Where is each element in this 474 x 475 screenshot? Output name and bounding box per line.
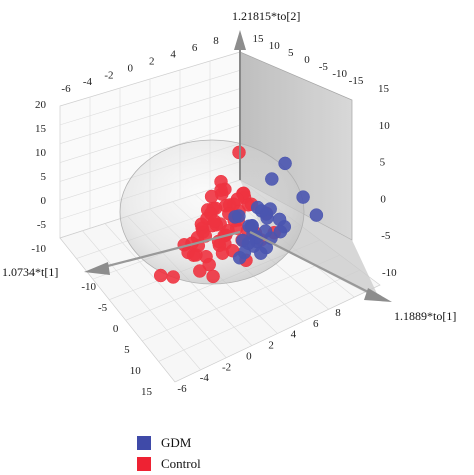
top-right-tick-5: -10 [332, 68, 347, 80]
to1-axis-label: 1.1889*to[1] [394, 309, 456, 323]
left-wall-tick-3: 5 [41, 171, 47, 183]
control-point-51 [215, 246, 230, 260]
gdm-point-2 [296, 190, 310, 204]
t1-tick-1: -5 [98, 302, 108, 314]
left-wall-tick-0: 20 [35, 99, 47, 111]
to1-axis [249, 231, 377, 297]
t1-axis [99, 230, 241, 270]
legend-label-control: Control [161, 455, 201, 471]
top-tick-6: -4 [83, 76, 93, 88]
right-wall-tick-1: 10 [379, 120, 391, 132]
right-wall-tick-2: 5 [380, 157, 386, 169]
gdm-point-28 [309, 208, 324, 222]
to1-tick-3: 2 [268, 340, 274, 352]
top-tick-3: 2 [149, 56, 155, 68]
top-right-tick-labels: 15 10 50 -5-10-15 [253, 33, 364, 87]
t1-tick-2: 0 [113, 323, 119, 335]
legend-item-control: Control [137, 453, 201, 474]
left-wall-tick-labels: 20 15 10 5 0 -5 -10 [31, 99, 46, 255]
control-point-4 [204, 189, 219, 204]
to1-axis-arrow [364, 288, 392, 302]
top-tick-labels: 8 6 4 2 0 -2 -4 -6 [61, 35, 219, 95]
grid-line [104, 223, 227, 358]
t1-tick-3: 5 [124, 344, 130, 356]
t1-tick-5: 15 [141, 386, 153, 398]
top-right-tick-0: 15 [253, 33, 265, 45]
t1-tick-4: 10 [130, 365, 142, 377]
left-wall-tick-5: -5 [37, 219, 47, 231]
control-point-23 [194, 217, 209, 231]
grid-line [82, 230, 201, 371]
to1-tick-4: 0 [246, 350, 252, 362]
top-right-tick-1: 10 [269, 40, 281, 52]
left-wall-tick-2: 10 [35, 147, 47, 159]
control-point-40 [230, 192, 245, 206]
right-wall-tick-3: 0 [380, 193, 386, 205]
to2-axis-label: 1.21815*to[2] [232, 9, 300, 23]
control-point-38 [189, 248, 203, 262]
top-right-tick-3: 0 [304, 54, 310, 66]
to1-tick-5: -2 [222, 361, 231, 373]
t1-axis-label: 1.0734*t[1] [2, 265, 58, 279]
top-right-tick-2: 5 [288, 47, 294, 59]
control-point-39 [214, 183, 228, 197]
left-wall-tick-4: 0 [41, 195, 47, 207]
gdm-point-24 [254, 246, 268, 260]
gdm-point-4 [272, 212, 287, 227]
gdm-point-18 [232, 209, 246, 223]
gdm-point-26 [236, 233, 250, 248]
control-point-60 [153, 268, 168, 283]
gdm-point-1 [265, 172, 279, 186]
top-tick-7: -6 [61, 83, 71, 95]
legend-swatch-control [137, 456, 151, 471]
gdm-point-21 [244, 219, 259, 233]
to1-tick-1: 6 [313, 318, 319, 330]
legend-label-gdm: GDM [161, 434, 192, 450]
top-right-tick-4: -5 [319, 61, 329, 73]
legend: GDM Control [137, 432, 201, 474]
gdm-point-0 [278, 156, 292, 171]
legend-swatch-gdm [137, 435, 151, 450]
left-wall-tick-6: -10 [31, 243, 46, 255]
control-point-18 [207, 214, 222, 228]
to1-tick-2: 4 [291, 329, 297, 341]
to1-tick-0: 8 [335, 307, 341, 319]
right-wall-tick-4: -5 [381, 230, 391, 242]
control-point-48 [193, 264, 207, 278]
to1-tick-labels: 8 6 4 2 0 -2 -4 -6 [177, 307, 341, 395]
control-point-56 [206, 269, 220, 284]
control-point-58 [166, 270, 180, 284]
gdm-point-27 [232, 251, 247, 265]
top-tick-5: -2 [104, 69, 113, 81]
top-tick-2: 4 [170, 49, 176, 61]
right-wall-tick-0: 15 [378, 83, 390, 95]
right-wall-tick-labels: 15 10 5 0 -5 -10 [378, 83, 397, 279]
to2-axis-arrow [234, 30, 246, 50]
top-tick-4: 0 [128, 62, 134, 74]
to1-tick-6: -4 [200, 372, 210, 384]
left-wall-tick-1: 15 [35, 123, 47, 135]
top-tick-1: 6 [192, 42, 198, 54]
gdm-point-25 [250, 200, 265, 215]
top-tick-0: 8 [213, 35, 219, 47]
to1-tick-7: -6 [177, 383, 187, 395]
top-right-tick-6: -15 [349, 75, 364, 87]
right-wall-tick-5: -10 [382, 267, 397, 279]
t1-axis-arrow [84, 262, 110, 275]
legend-item-gdm: GDM [137, 432, 201, 453]
t1-tick-0: -10 [81, 281, 96, 293]
